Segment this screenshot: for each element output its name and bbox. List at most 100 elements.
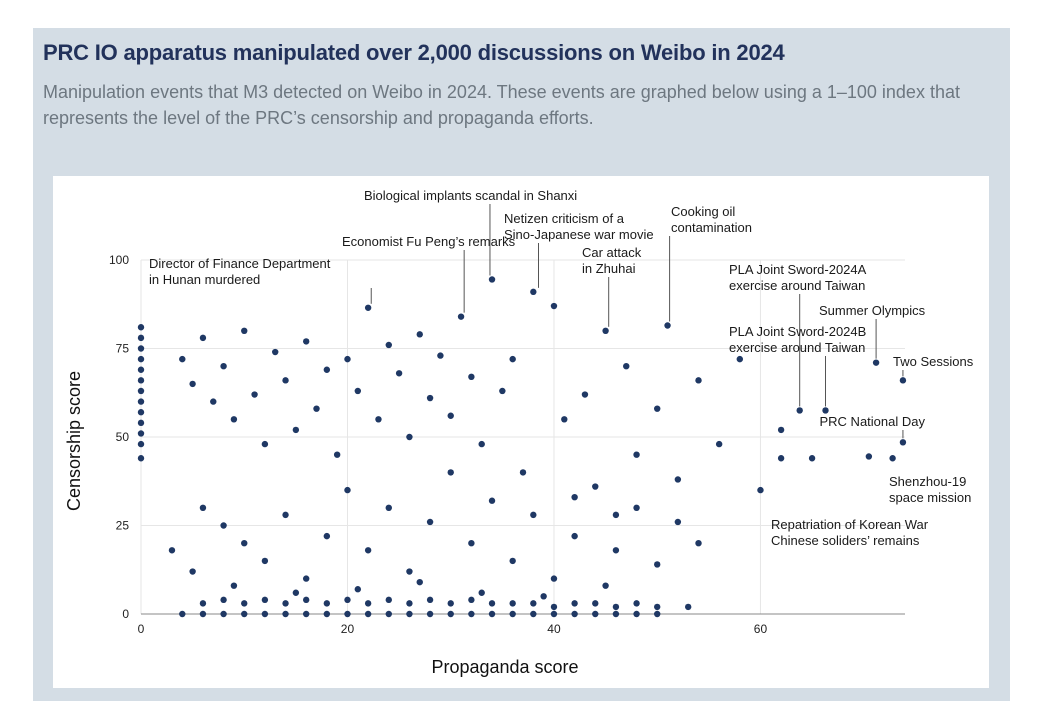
annotation-label: PLA Joint Sword-2024B exercise around Tai… [729, 324, 866, 355]
data-point [137, 324, 145, 331]
data-point [230, 582, 238, 589]
data-point [426, 518, 434, 526]
data-point [406, 610, 413, 618]
data-point [261, 610, 269, 618]
data-point [364, 600, 372, 607]
data-point [633, 504, 640, 511]
data-point [757, 486, 764, 494]
y-tick-label: 50 [116, 430, 130, 444]
data-point [199, 504, 207, 511]
data-point [822, 407, 829, 414]
data-point [715, 440, 723, 448]
data-point [571, 600, 578, 607]
data-point [220, 522, 227, 529]
data-point [612, 603, 620, 611]
data-point [137, 455, 145, 462]
annotation-label: Car attack in Zhuhai [582, 245, 642, 276]
data-point [581, 391, 589, 398]
data-point [468, 596, 475, 604]
annotation-label: Two Sessions [893, 354, 974, 369]
data-point [695, 540, 702, 547]
data-point [447, 610, 454, 618]
data-point [602, 582, 609, 589]
data-point [344, 355, 351, 363]
data-point [674, 476, 682, 483]
data-point [437, 352, 444, 359]
data-point [354, 387, 362, 395]
data-point [674, 518, 682, 526]
data-point [571, 493, 578, 501]
data-point [137, 377, 145, 384]
x-tick-label: 60 [754, 622, 768, 636]
data-point [478, 589, 485, 596]
data-point [488, 610, 496, 618]
data-point [241, 610, 248, 618]
data-point [292, 426, 300, 434]
data-point [684, 603, 692, 611]
data-point [323, 600, 331, 607]
data-point [695, 377, 702, 384]
data-point [416, 331, 423, 338]
data-point [220, 610, 227, 618]
data-point [899, 439, 907, 446]
data-point [509, 355, 516, 363]
data-point [210, 398, 217, 405]
data-point [137, 398, 145, 405]
data-point [282, 610, 289, 618]
data-point [137, 334, 145, 342]
annotation-label: PLA Joint Sword-2024A exercise around Tai… [729, 262, 867, 293]
x-tick-label: 40 [547, 622, 561, 636]
tick-labels: 0 25 50 75 100 0 20 40 60 [109, 253, 767, 636]
data-point [251, 391, 258, 398]
data-point [530, 511, 537, 519]
data-point [220, 363, 227, 370]
data-point [654, 405, 661, 412]
data-point [137, 387, 145, 395]
data-point [592, 610, 599, 618]
data-point [364, 610, 372, 618]
data-point [488, 497, 496, 504]
x-tick-label: 20 [341, 622, 355, 636]
data-point [137, 409, 145, 416]
data-point [499, 387, 506, 395]
data-point [654, 610, 661, 618]
data-point [447, 412, 454, 419]
data-point [550, 302, 558, 310]
data-point [241, 540, 248, 547]
data-point [550, 603, 558, 611]
annotation-label: Economist Fu Peng’s remarks [342, 234, 516, 249]
data-point [395, 370, 403, 377]
data-point [540, 593, 547, 600]
data-point [137, 440, 145, 448]
data-point [375, 416, 382, 423]
data-point [344, 596, 351, 604]
data-point [323, 532, 331, 540]
annotation-label: Summer Olympics [819, 303, 926, 318]
data-point [550, 575, 558, 582]
data-point [261, 557, 269, 565]
data-point [530, 610, 537, 618]
data-point [664, 322, 671, 329]
data-point [406, 600, 413, 607]
y-tick-label: 75 [116, 342, 130, 356]
data-point [468, 373, 475, 381]
data-point [426, 610, 434, 618]
data-point [199, 600, 207, 607]
annotation-label: Cooking oil contamination [671, 204, 752, 235]
data-point [447, 600, 454, 607]
data-point [406, 433, 413, 441]
data-point [889, 455, 896, 462]
data-point [416, 578, 423, 586]
x-axis-title: Propaganda score [431, 657, 578, 677]
data-point [179, 355, 186, 363]
annotations: Director of Finance Department in Hunan m… [149, 188, 974, 548]
data-point [137, 345, 145, 352]
data-point [592, 483, 599, 490]
data-point [530, 288, 537, 296]
data-point [633, 451, 640, 458]
data-point [571, 532, 578, 540]
data-points [137, 276, 907, 618]
data-point [189, 568, 196, 575]
data-point [654, 603, 661, 611]
y-tick-label: 25 [116, 519, 130, 533]
